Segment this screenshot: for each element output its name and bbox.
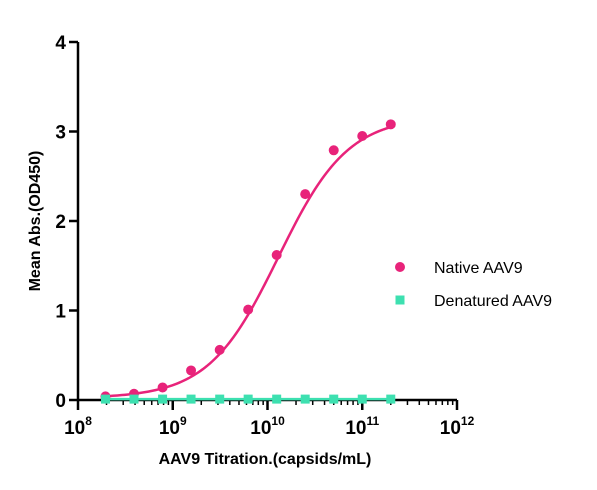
legend-label-0: Native AAV9 xyxy=(434,260,523,277)
x-tick-label-0: 108 xyxy=(64,414,92,439)
point-series-1-0 xyxy=(100,394,110,404)
axes: 0 1 2 3 4 108 109 1010 1011 1012 xyxy=(55,33,474,439)
y-tick-label-1: 1 xyxy=(55,302,66,323)
x-tick-label-1: 109 xyxy=(159,414,187,439)
y-tick-label-2: 2 xyxy=(55,212,66,233)
point-series-1-4 xyxy=(215,394,225,404)
x-tick-label-2: 1010 xyxy=(250,414,285,439)
point-series-0-8 xyxy=(328,145,339,156)
legend-marker-0 xyxy=(395,262,405,272)
point-series-0-2 xyxy=(157,382,168,393)
point-series-0-3 xyxy=(186,365,197,376)
fit-curves xyxy=(105,125,392,401)
point-series-0-7 xyxy=(300,189,311,200)
point-series-1-5 xyxy=(243,394,253,404)
point-series-1-3 xyxy=(186,394,196,404)
point-series-1-8 xyxy=(329,394,339,404)
data-points xyxy=(100,119,396,404)
y-tick-label-0: 0 xyxy=(55,391,66,412)
point-series-0-5 xyxy=(243,304,254,315)
y-tick-label-4: 4 xyxy=(55,33,66,54)
point-series-1-10 xyxy=(386,394,396,404)
point-series-0-6 xyxy=(271,250,282,261)
point-series-1-6 xyxy=(272,394,282,404)
legend-marker-1 xyxy=(395,295,405,305)
point-series-0-9 xyxy=(357,130,368,141)
point-series-0-4 xyxy=(214,344,225,355)
point-series-1-7 xyxy=(300,394,310,404)
point-series-1-2 xyxy=(158,394,168,404)
y-tick-label-3: 3 xyxy=(55,123,66,144)
legend-label-1: Denatured AAV9 xyxy=(434,293,552,310)
point-series-1-1 xyxy=(129,394,139,404)
x-axis-label: AAV9 Titration.(capsids/mL) xyxy=(159,451,372,468)
point-series-1-9 xyxy=(357,394,367,404)
x-tick-label-3: 1011 xyxy=(345,414,379,439)
fit-curve-series-0 xyxy=(105,125,392,398)
y-axis-label: Mean Abs.(OD450) xyxy=(27,151,44,292)
legend: Native AAV9 Denatured AAV9 xyxy=(395,260,552,310)
x-tick-label-4: 1012 xyxy=(440,414,475,439)
point-series-0-10 xyxy=(385,119,396,130)
